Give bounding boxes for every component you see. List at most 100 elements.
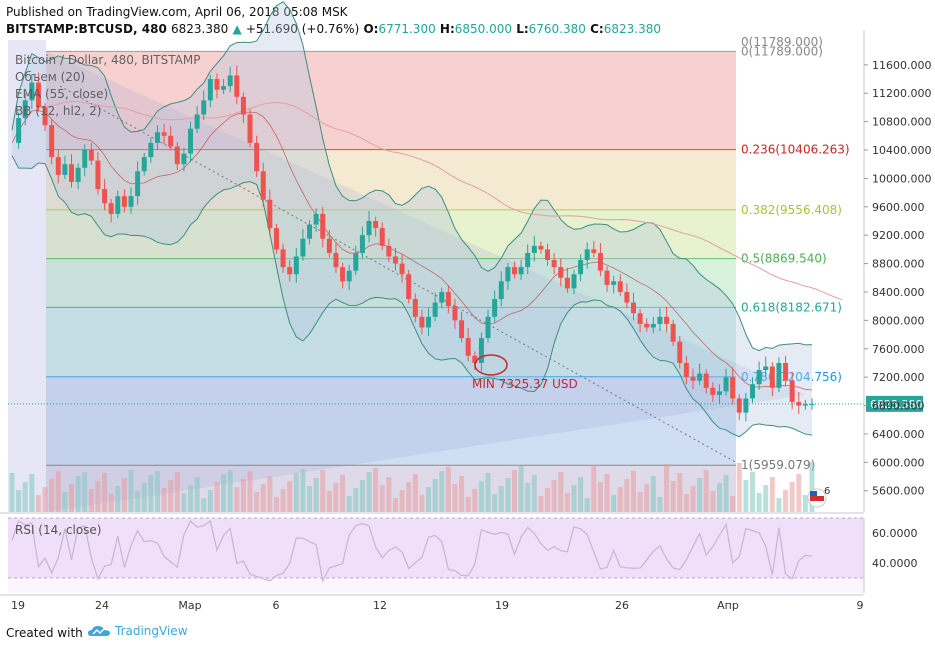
candle-body (273, 228, 279, 250)
candle-body (763, 366, 769, 371)
volume-bar (558, 472, 564, 512)
candle-body (611, 281, 617, 285)
created-with-label: Created with (6, 626, 83, 640)
x-tick-label: 19 (495, 599, 509, 612)
volume-bar (386, 477, 392, 512)
low-value: 6760.380 (528, 22, 586, 36)
volume-bar (379, 485, 385, 512)
candle-body (340, 267, 346, 282)
volume-bar (426, 487, 432, 512)
candle-body (505, 267, 511, 282)
volume-bar (287, 481, 293, 512)
fib-label-0.236: 0.236(10406.263) (741, 143, 850, 157)
candle-body (637, 313, 643, 324)
volume-bar (214, 482, 220, 512)
change-value: +51.690 (+0.76%) (245, 22, 360, 36)
candle-body (677, 341, 683, 363)
candle-body (492, 299, 498, 317)
candle-body (168, 135, 174, 147)
candle-body (399, 263, 405, 275)
volume-bar (135, 491, 141, 512)
volume-bar (584, 498, 590, 512)
candle-body (710, 387, 716, 395)
candle-body (703, 373, 709, 388)
volume-bar (624, 479, 630, 512)
candle-body (518, 267, 524, 275)
min-circle (474, 354, 508, 376)
volume-bar (366, 472, 372, 512)
legend-line: Объем (20) (15, 70, 85, 84)
volume-bar (406, 482, 412, 512)
price-tag-bg (866, 395, 923, 412)
candle-body (796, 401, 802, 406)
candle-body (379, 228, 385, 246)
volume-bar (604, 474, 610, 512)
high-value: 6850.000 (454, 22, 513, 36)
volume-bar (161, 488, 167, 512)
candle-body (406, 274, 412, 300)
fib-label-0.618: 0.618(8182.671) (741, 300, 842, 314)
open-value: 6771.300 (378, 22, 436, 36)
volume-bar (432, 479, 438, 512)
volume-bar (776, 498, 782, 512)
candle-body (736, 398, 742, 413)
candle-body (247, 114, 253, 143)
fib-zone (46, 376, 736, 466)
candle-body (743, 398, 749, 413)
fib-label-0.5: 0.5(8869.540) (741, 252, 827, 266)
candle-body (174, 146, 180, 165)
candle-body (723, 377, 729, 392)
volume-bar (551, 480, 557, 512)
last-price: 6823.380 (170, 22, 229, 36)
volume-bar (333, 483, 339, 512)
candle-body (617, 281, 623, 292)
candle-body (591, 249, 597, 253)
candle-body (62, 164, 68, 175)
volume-bar (611, 495, 617, 512)
tradingview-link[interactable]: TradingView (88, 624, 188, 638)
y-tick-label: 10000.000 (872, 172, 932, 185)
fib-zone (46, 149, 736, 210)
volume-bar (518, 466, 524, 512)
candle-body (366, 220, 372, 236)
candle-body (29, 82, 35, 101)
volume-bar (478, 481, 484, 512)
volume-bar (511, 470, 517, 512)
volume-bar (763, 485, 769, 512)
close-label: C: (590, 22, 604, 36)
y-tick-label: 11600.000 (872, 59, 932, 72)
volume-bar (783, 490, 789, 512)
candle-body (392, 256, 398, 264)
volume-bar (749, 472, 755, 512)
volume-bar (168, 480, 174, 512)
change-arrow-icon: ▲ (232, 22, 242, 36)
candle-body (234, 75, 240, 97)
candle-body (789, 380, 795, 402)
x-tick-label: 26 (615, 599, 629, 612)
rsi-band (8, 518, 864, 578)
legend-line: Bitcoin / Dollar, 480, BITSTAMP (15, 53, 200, 67)
y-tick-label: 6000.000 (872, 456, 925, 469)
candle-body (121, 196, 127, 207)
candle-body (280, 249, 286, 268)
x-tick-label: 12 (373, 599, 387, 612)
legend-line: BB (12, hl2, 2) (15, 104, 101, 118)
low-label: L: (516, 22, 529, 36)
volume-bar (597, 482, 603, 512)
candle-body (35, 82, 41, 108)
candle-body (207, 79, 213, 101)
candle-body (333, 252, 339, 268)
volume-bar (320, 470, 326, 512)
volume-bar (9, 473, 15, 512)
candle-body (88, 150, 94, 161)
candle-body (135, 171, 141, 197)
candle-body (571, 274, 577, 289)
candle-body (531, 245, 537, 253)
bb-upper (11, 1, 813, 352)
volume-bar (75, 476, 81, 512)
y-tick-label: 6800.000 (872, 400, 925, 413)
volume-bar (128, 470, 134, 512)
volume-bar (789, 482, 795, 512)
volume-bar (756, 493, 762, 512)
